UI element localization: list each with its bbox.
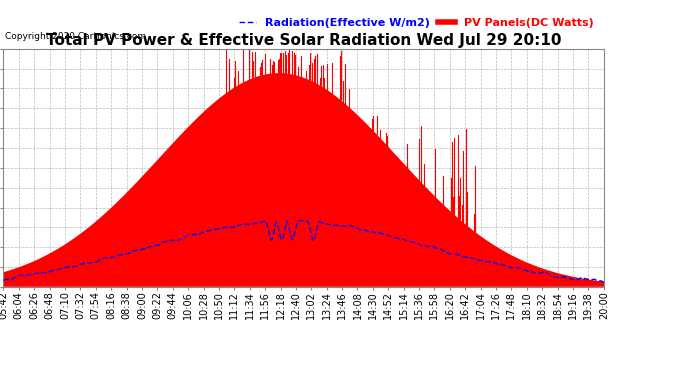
Text: Copyright 2020 Cartronics.com: Copyright 2020 Cartronics.com bbox=[5, 32, 146, 41]
Title: Total PV Power & Effective Solar Radiation Wed Jul 29 20:10: Total PV Power & Effective Solar Radiati… bbox=[46, 33, 562, 48]
Legend: Radiation(Effective W/m2), PV Panels(DC Watts): Radiation(Effective W/m2), PV Panels(DC … bbox=[235, 14, 598, 33]
